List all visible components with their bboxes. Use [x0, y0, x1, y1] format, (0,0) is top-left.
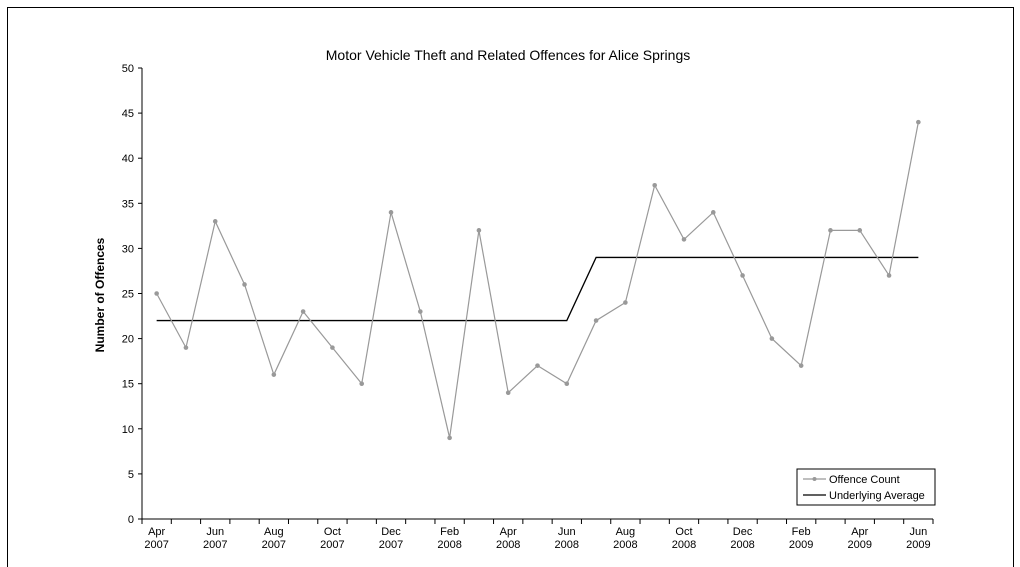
offence-count-point	[886, 273, 892, 278]
y-tick-label: 30	[122, 243, 134, 255]
offence-count-point	[447, 435, 452, 441]
offence-count-point	[769, 336, 775, 341]
legend-box	[796, 468, 936, 506]
x-tick-label-month: Aug	[264, 526, 284, 538]
y-tick-label: 50	[122, 63, 134, 75]
offence-count-point	[798, 363, 804, 368]
y-tick-label: 5	[128, 469, 134, 481]
y-tick-label: 35	[122, 198, 134, 210]
x-tick-label-month: Aug	[616, 526, 636, 538]
offence-count-point	[681, 237, 687, 242]
x-tick-label-year: 2009	[789, 539, 813, 551]
y-tick-label: 45	[122, 108, 134, 120]
x-tick-label-year: 2008	[437, 539, 461, 551]
y-axis-label: Number of Offences	[93, 237, 107, 352]
y-tick-label: 40	[122, 153, 134, 165]
offence-count-point	[828, 228, 833, 233]
x-tick-label-month: Oct	[324, 526, 341, 538]
x-tick-label-month: Jun	[206, 526, 224, 538]
underlying-average-line	[156, 256, 919, 322]
x-tick-label-month: Apr	[148, 526, 165, 538]
chart-title: Motor Vehicle Theft and Related Offences…	[326, 47, 690, 63]
offence-count-point	[359, 381, 365, 387]
x-tick-label-year: 2007	[144, 539, 168, 551]
offence-count-point	[212, 219, 218, 224]
x-tick-label-year: 2009	[848, 539, 872, 551]
x-tick-label-month: Oct	[675, 526, 692, 538]
offence-count-point	[476, 228, 482, 233]
x-tick-label-year: 2007	[262, 539, 286, 551]
x-tick-label-month: Apr	[500, 526, 517, 538]
x-tick-label-year: 2007	[320, 539, 344, 551]
x-tick-label-month: Apr	[851, 526, 868, 538]
legend: Offence Count Underlying Average	[796, 468, 936, 506]
y-tick-label: 15	[122, 379, 134, 391]
offence-count-point	[564, 381, 570, 387]
y-tick-label: 25	[122, 289, 134, 301]
offence-count-point	[183, 345, 189, 350]
x-tick-label-month: Feb	[440, 526, 459, 538]
offence-count-point	[330, 345, 335, 350]
offence-count-point	[710, 210, 716, 215]
chart-frame	[7, 7, 1014, 567]
offence-count-point	[740, 273, 745, 278]
y-tick-label: 0	[128, 514, 134, 526]
offence-count-point	[300, 309, 306, 314]
x-tick-label-month: Jun	[558, 526, 576, 538]
offence-count-point	[154, 291, 159, 296]
x-tick-label-year: 2008	[496, 539, 520, 551]
offence-count-point	[916, 119, 921, 125]
axes: 05101520253035404550Apr2007Jun2007Aug200…	[122, 63, 934, 551]
x-tick-label-month: Dec	[733, 526, 753, 538]
x-tick-label-year: 2008	[672, 539, 696, 551]
offence-count-point	[242, 282, 247, 287]
legend-offence-count-marker	[812, 477, 817, 481]
x-tick-label-year: 2007	[203, 539, 227, 551]
y-tick-label: 20	[122, 334, 134, 346]
legend-offence-count-label: Offence Count	[829, 474, 900, 486]
x-tick-label-year: 2008	[613, 539, 637, 551]
x-tick-label-year: 2007	[379, 539, 403, 551]
offence-count-point	[623, 300, 628, 305]
x-tick-label-month: Dec	[381, 526, 401, 538]
x-tick-label-year: 2008	[555, 539, 579, 551]
x-tick-label-year: 2009	[906, 539, 930, 551]
offence-count-point	[593, 318, 599, 323]
plot-area	[154, 119, 921, 441]
x-tick-label-month: Jun	[909, 526, 927, 538]
legend-underlying-average-label: Underlying Average	[829, 490, 925, 502]
offence-count-point	[418, 309, 423, 314]
offence-count-point	[652, 182, 657, 188]
offence-count-point	[271, 372, 277, 377]
x-tick-label-month: Feb	[792, 526, 811, 538]
y-tick-label: 10	[122, 424, 134, 436]
offence-count-point	[388, 210, 394, 215]
offence-count-point	[857, 228, 863, 233]
offence-count-point	[505, 390, 511, 396]
offence-count-line	[156, 122, 919, 438]
x-tick-label-year: 2008	[730, 539, 754, 551]
offence-count-point	[535, 363, 540, 368]
